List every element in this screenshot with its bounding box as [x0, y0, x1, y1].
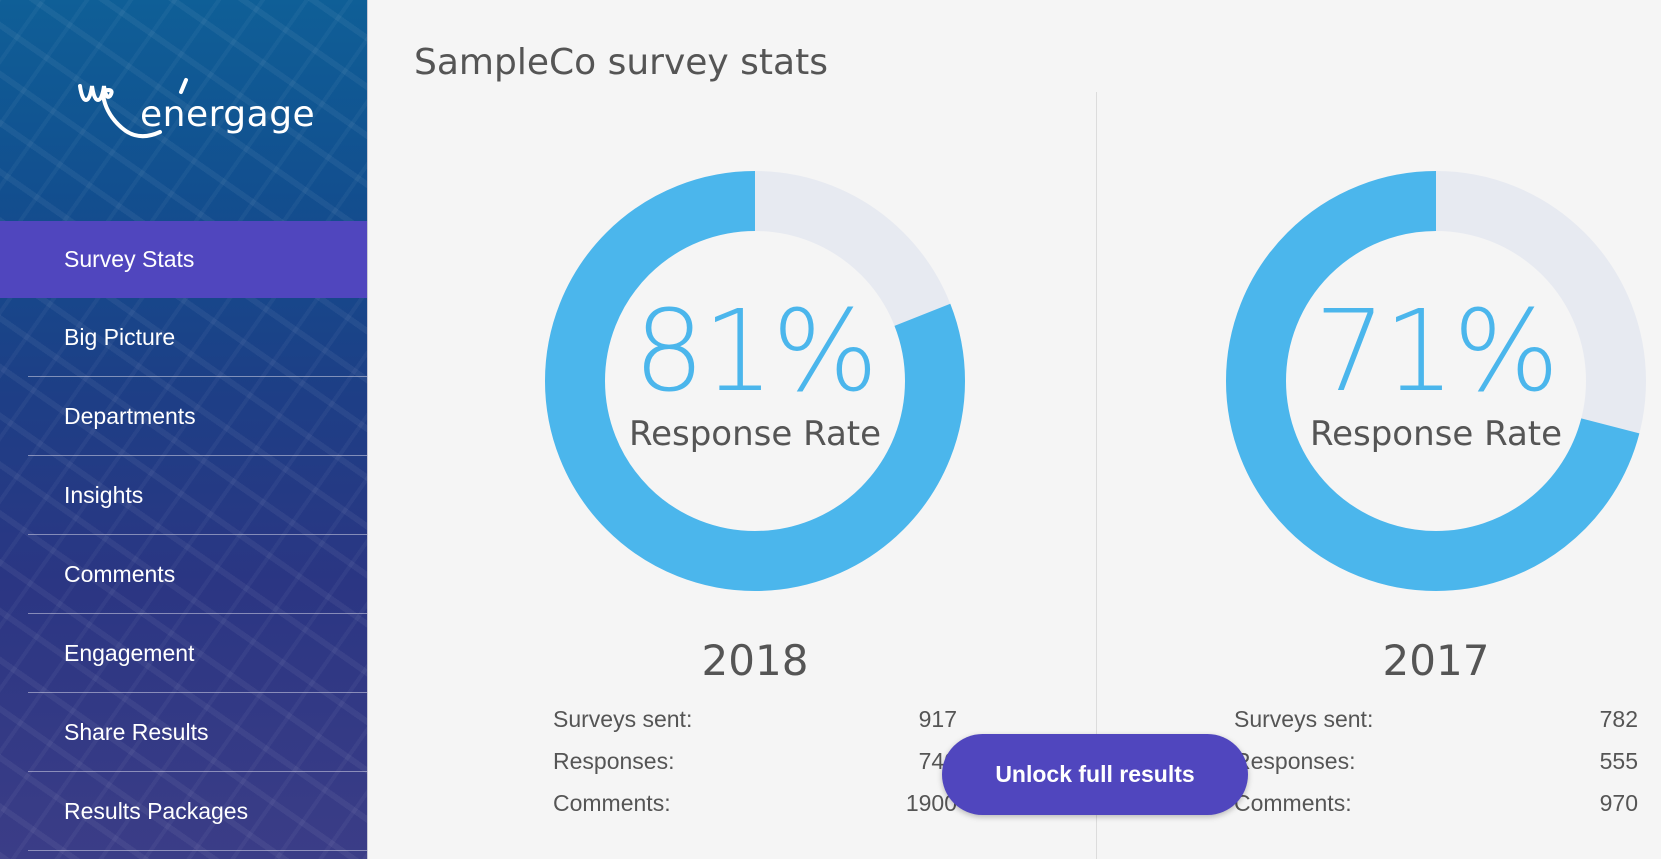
- stat-value: 782: [1599, 705, 1638, 732]
- response-rate-donut: 71% Response Rate: [1176, 170, 1661, 592]
- donut-chart: [1226, 171, 1646, 591]
- stat-label: Responses:: [1234, 747, 1356, 774]
- energage-logo[interactable]: energage: [74, 68, 315, 148]
- energage-logo-icon: [78, 78, 188, 139]
- survey-panel-2018: 81% Response Rate 2018 Surveys sent: 917…: [495, 170, 1015, 816]
- stat-value: 555: [1599, 747, 1638, 774]
- donut-arc: [1226, 171, 1646, 591]
- sidebar-item-survey-stats[interactable]: Survey Stats: [0, 221, 367, 298]
- donut-arc: [545, 171, 965, 591]
- sidebar-item-label: Insights: [64, 481, 144, 508]
- stat-label: Surveys sent:: [1234, 705, 1374, 732]
- sidebar-item-label: Results Packages: [64, 797, 249, 824]
- survey-stats-list: Surveys sent: 782 Responses: 555 Comment…: [1234, 698, 1638, 824]
- sidebar-item-label: Big Picture: [64, 323, 176, 350]
- sidebar-item-comments[interactable]: Comments: [28, 535, 367, 614]
- stat-row-comments: Comments: 1900: [553, 782, 957, 824]
- survey-year: 2017: [1382, 636, 1490, 685]
- sidebar: energage Survey Stats Big Picture Depart…: [0, 0, 368, 859]
- stat-row-responses: Responses: 740: [553, 740, 957, 782]
- survey-year: 2018: [701, 636, 809, 685]
- response-rate-value: 71%: [1314, 287, 1560, 417]
- page-title: SampleCo survey stats: [414, 42, 828, 83]
- stat-value: 917: [918, 705, 957, 732]
- sidebar-item-results-packages[interactable]: Results Packages: [28, 772, 367, 851]
- stat-label: Responses:: [553, 747, 675, 774]
- sidebar-item-label: Share Results: [64, 718, 209, 745]
- survey-panel-2017: 71% Response Rate 2017 Surveys sent: 782…: [1176, 170, 1661, 816]
- unlock-full-results-button[interactable]: Unlock full results: [942, 734, 1248, 815]
- sidebar-item-label: Departments: [64, 402, 196, 429]
- logo-text: energage: [140, 94, 316, 135]
- stat-row-surveys-sent: Surveys sent: 917: [553, 698, 957, 740]
- donut-chart: [545, 171, 965, 591]
- response-rate-label: Response Rate: [628, 414, 882, 454]
- response-rate-label: Response Rate: [1309, 414, 1563, 454]
- sidebar-item-engagement[interactable]: Engagement: [28, 614, 367, 693]
- stat-label: Comments:: [553, 789, 671, 816]
- sidebar-item-label: Engagement: [64, 639, 195, 666]
- response-rate-value: 81%: [633, 287, 879, 417]
- stat-row-responses: Responses: 555: [1234, 740, 1638, 782]
- sidebar-item-share-results[interactable]: Share Results: [28, 693, 367, 772]
- sidebar-item-label: Comments: [64, 560, 176, 587]
- stat-row-comments: Comments: 970: [1234, 782, 1638, 824]
- stat-row-surveys-sent: Surveys sent: 782: [1234, 698, 1638, 740]
- response-rate-donut: 81% Response Rate: [495, 170, 1015, 592]
- sidebar-item-label: Survey Stats: [64, 246, 195, 272]
- sidebar-item-departments[interactable]: Departments: [28, 377, 367, 456]
- sidebar-nav: Survey Stats Big Picture Departments Ins…: [0, 221, 367, 851]
- stat-value: 970: [1599, 789, 1638, 816]
- stat-label: Comments:: [1234, 789, 1352, 816]
- stat-label: Surveys sent:: [553, 705, 693, 732]
- survey-stats-list: Surveys sent: 917 Responses: 740 Comment…: [553, 698, 957, 824]
- sidebar-item-insights[interactable]: Insights: [28, 456, 367, 535]
- sidebar-item-big-picture[interactable]: Big Picture: [28, 298, 367, 377]
- panel-divider: [1096, 92, 1097, 859]
